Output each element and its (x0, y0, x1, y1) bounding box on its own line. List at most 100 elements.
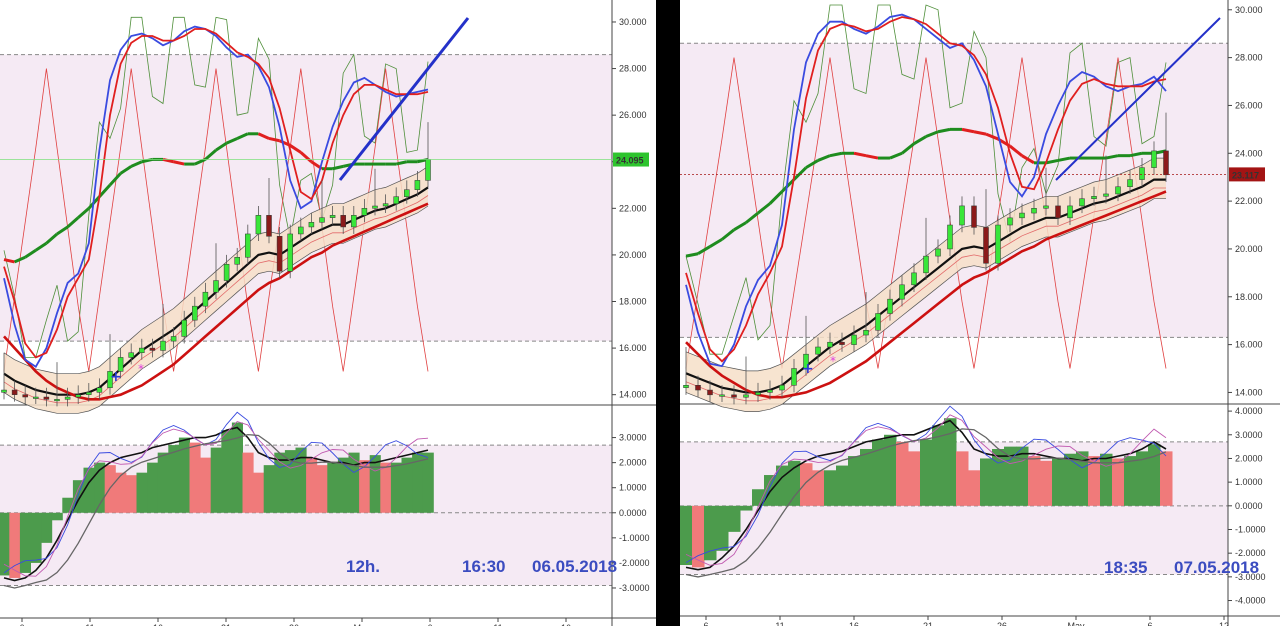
last-price-box (613, 152, 649, 167)
osc-hist-bar (242, 452, 254, 513)
candle-body (959, 205, 965, 226)
osc-hist-bar (327, 462, 339, 513)
ma-green-thick-seg (268, 136, 280, 143)
ma-green-thick-seg (332, 164, 344, 171)
stoch-blue-line (685, 13, 1167, 368)
candle-body (33, 396, 39, 399)
candle-body (1, 389, 7, 393)
candle-body (298, 226, 304, 235)
osc-hist-bar (9, 512, 21, 578)
osc-hist-bar (716, 505, 729, 551)
ma-green-thick-seg (395, 160, 408, 166)
candle-body (935, 248, 941, 257)
candle-body (382, 203, 389, 207)
ma-green-thick-seg (913, 135, 927, 145)
ma-green-thick-seg (697, 245, 711, 256)
osc-fast-blue (685, 405, 1167, 563)
ma-green-thick-seg (685, 252, 699, 258)
y-tick-label: 24.000 (1235, 148, 1263, 158)
candle-body (923, 255, 929, 274)
osc-hist-bar (1040, 460, 1053, 506)
candle-body (139, 347, 145, 354)
ma-green-thick-seg (1045, 158, 1059, 165)
ma-green-thick-seg (1129, 151, 1143, 158)
y-tick-label: 30.000 (619, 17, 647, 27)
candle-body (1043, 205, 1049, 209)
osc-tick-label: -1.0000 (1235, 524, 1266, 534)
candle-body (414, 180, 421, 190)
osc-slow-grey (685, 428, 1167, 578)
candle-body (96, 387, 103, 393)
left-chart-panel: 30.00028.00026.00024.00022.00020.00018.0… (0, 0, 656, 626)
y-tick-label: 20.000 (619, 250, 647, 260)
osc-hist-bar (1100, 453, 1113, 506)
x-tick-label: 6 (427, 623, 432, 626)
candle-body (276, 236, 283, 272)
ma-green-thick-seg (173, 160, 185, 166)
ma-green-thick-seg (985, 132, 999, 141)
x-tick-label: May (353, 623, 371, 626)
candle-body (755, 392, 761, 396)
osc-hist-bar (788, 460, 801, 506)
candle-body (875, 313, 881, 331)
signal-star-marker: * (138, 362, 144, 376)
osc-hist-bar (992, 448, 1005, 506)
ma-green-thick-seg (733, 221, 747, 232)
ma-green-thick-seg (745, 211, 759, 224)
osc-hist-bar (115, 472, 127, 513)
y-tick-label: 14.000 (1235, 387, 1263, 397)
ma-green-thick-seg (889, 151, 903, 160)
osc-fast-pink (685, 414, 1167, 566)
candle-body (983, 227, 989, 264)
ma-green-thick-seg (829, 151, 843, 158)
candle-body (1163, 150, 1169, 176)
candle-body (767, 389, 773, 393)
osc-hist-bar (1004, 446, 1017, 506)
y-tick-label: 20.000 (1235, 244, 1263, 254)
candle-body (149, 347, 156, 351)
osc-tick-label: -4.0000 (1235, 596, 1266, 606)
candle-body (971, 205, 977, 228)
candle-body (372, 205, 378, 209)
osc-hist-bar (0, 512, 10, 576)
x-tick-label: 26 (289, 623, 299, 626)
osc-hist-bar (72, 480, 84, 513)
osc-hist-bar (337, 457, 349, 513)
x-tick-label: 11 (775, 621, 784, 626)
candle-body (1127, 179, 1133, 188)
candle-body (361, 208, 368, 216)
ma-green-thick-seg (961, 127, 975, 134)
ma-green-thick-seg (865, 154, 879, 160)
ma-green-thick-seg (973, 130, 987, 136)
osc-hist-bar (860, 448, 873, 506)
osc-hist-bar (30, 512, 42, 563)
x-tick-label: 16 (849, 621, 859, 626)
candle-body (791, 368, 797, 386)
x-tick-label: 21 (923, 621, 933, 626)
candle-body (107, 371, 113, 388)
osc-signal-line (3, 426, 429, 582)
osc-hist-bar (1148, 444, 1161, 506)
candle-body (75, 394, 81, 398)
ma-green-thick-seg (780, 178, 796, 193)
y-tick-label: 22.000 (619, 203, 647, 213)
ma-green-thick-seg (817, 154, 831, 162)
candle-body (192, 305, 198, 321)
osc-hist-bar (1160, 451, 1173, 506)
ma-green-thick-seg (1021, 154, 1035, 165)
y-tick-label: 14.000 (619, 390, 647, 400)
y-tick-label: 30.000 (1235, 5, 1263, 15)
panel-divider (656, 0, 680, 626)
x-tick-label: 11 (493, 623, 502, 626)
candle-body (1055, 205, 1061, 219)
osc-hist-bar (41, 512, 53, 543)
candle-body (287, 233, 293, 272)
osc-tick-label: 3.0000 (1235, 430, 1263, 440)
signal-plus-marker: + (802, 361, 814, 377)
candle-body (245, 233, 251, 258)
osc-hist-bar (136, 472, 148, 513)
osc-hist-bar (157, 452, 169, 513)
signal-star-marker: * (830, 354, 836, 368)
ma-green-thick-seg (757, 202, 771, 215)
candle-body (1115, 186, 1121, 195)
